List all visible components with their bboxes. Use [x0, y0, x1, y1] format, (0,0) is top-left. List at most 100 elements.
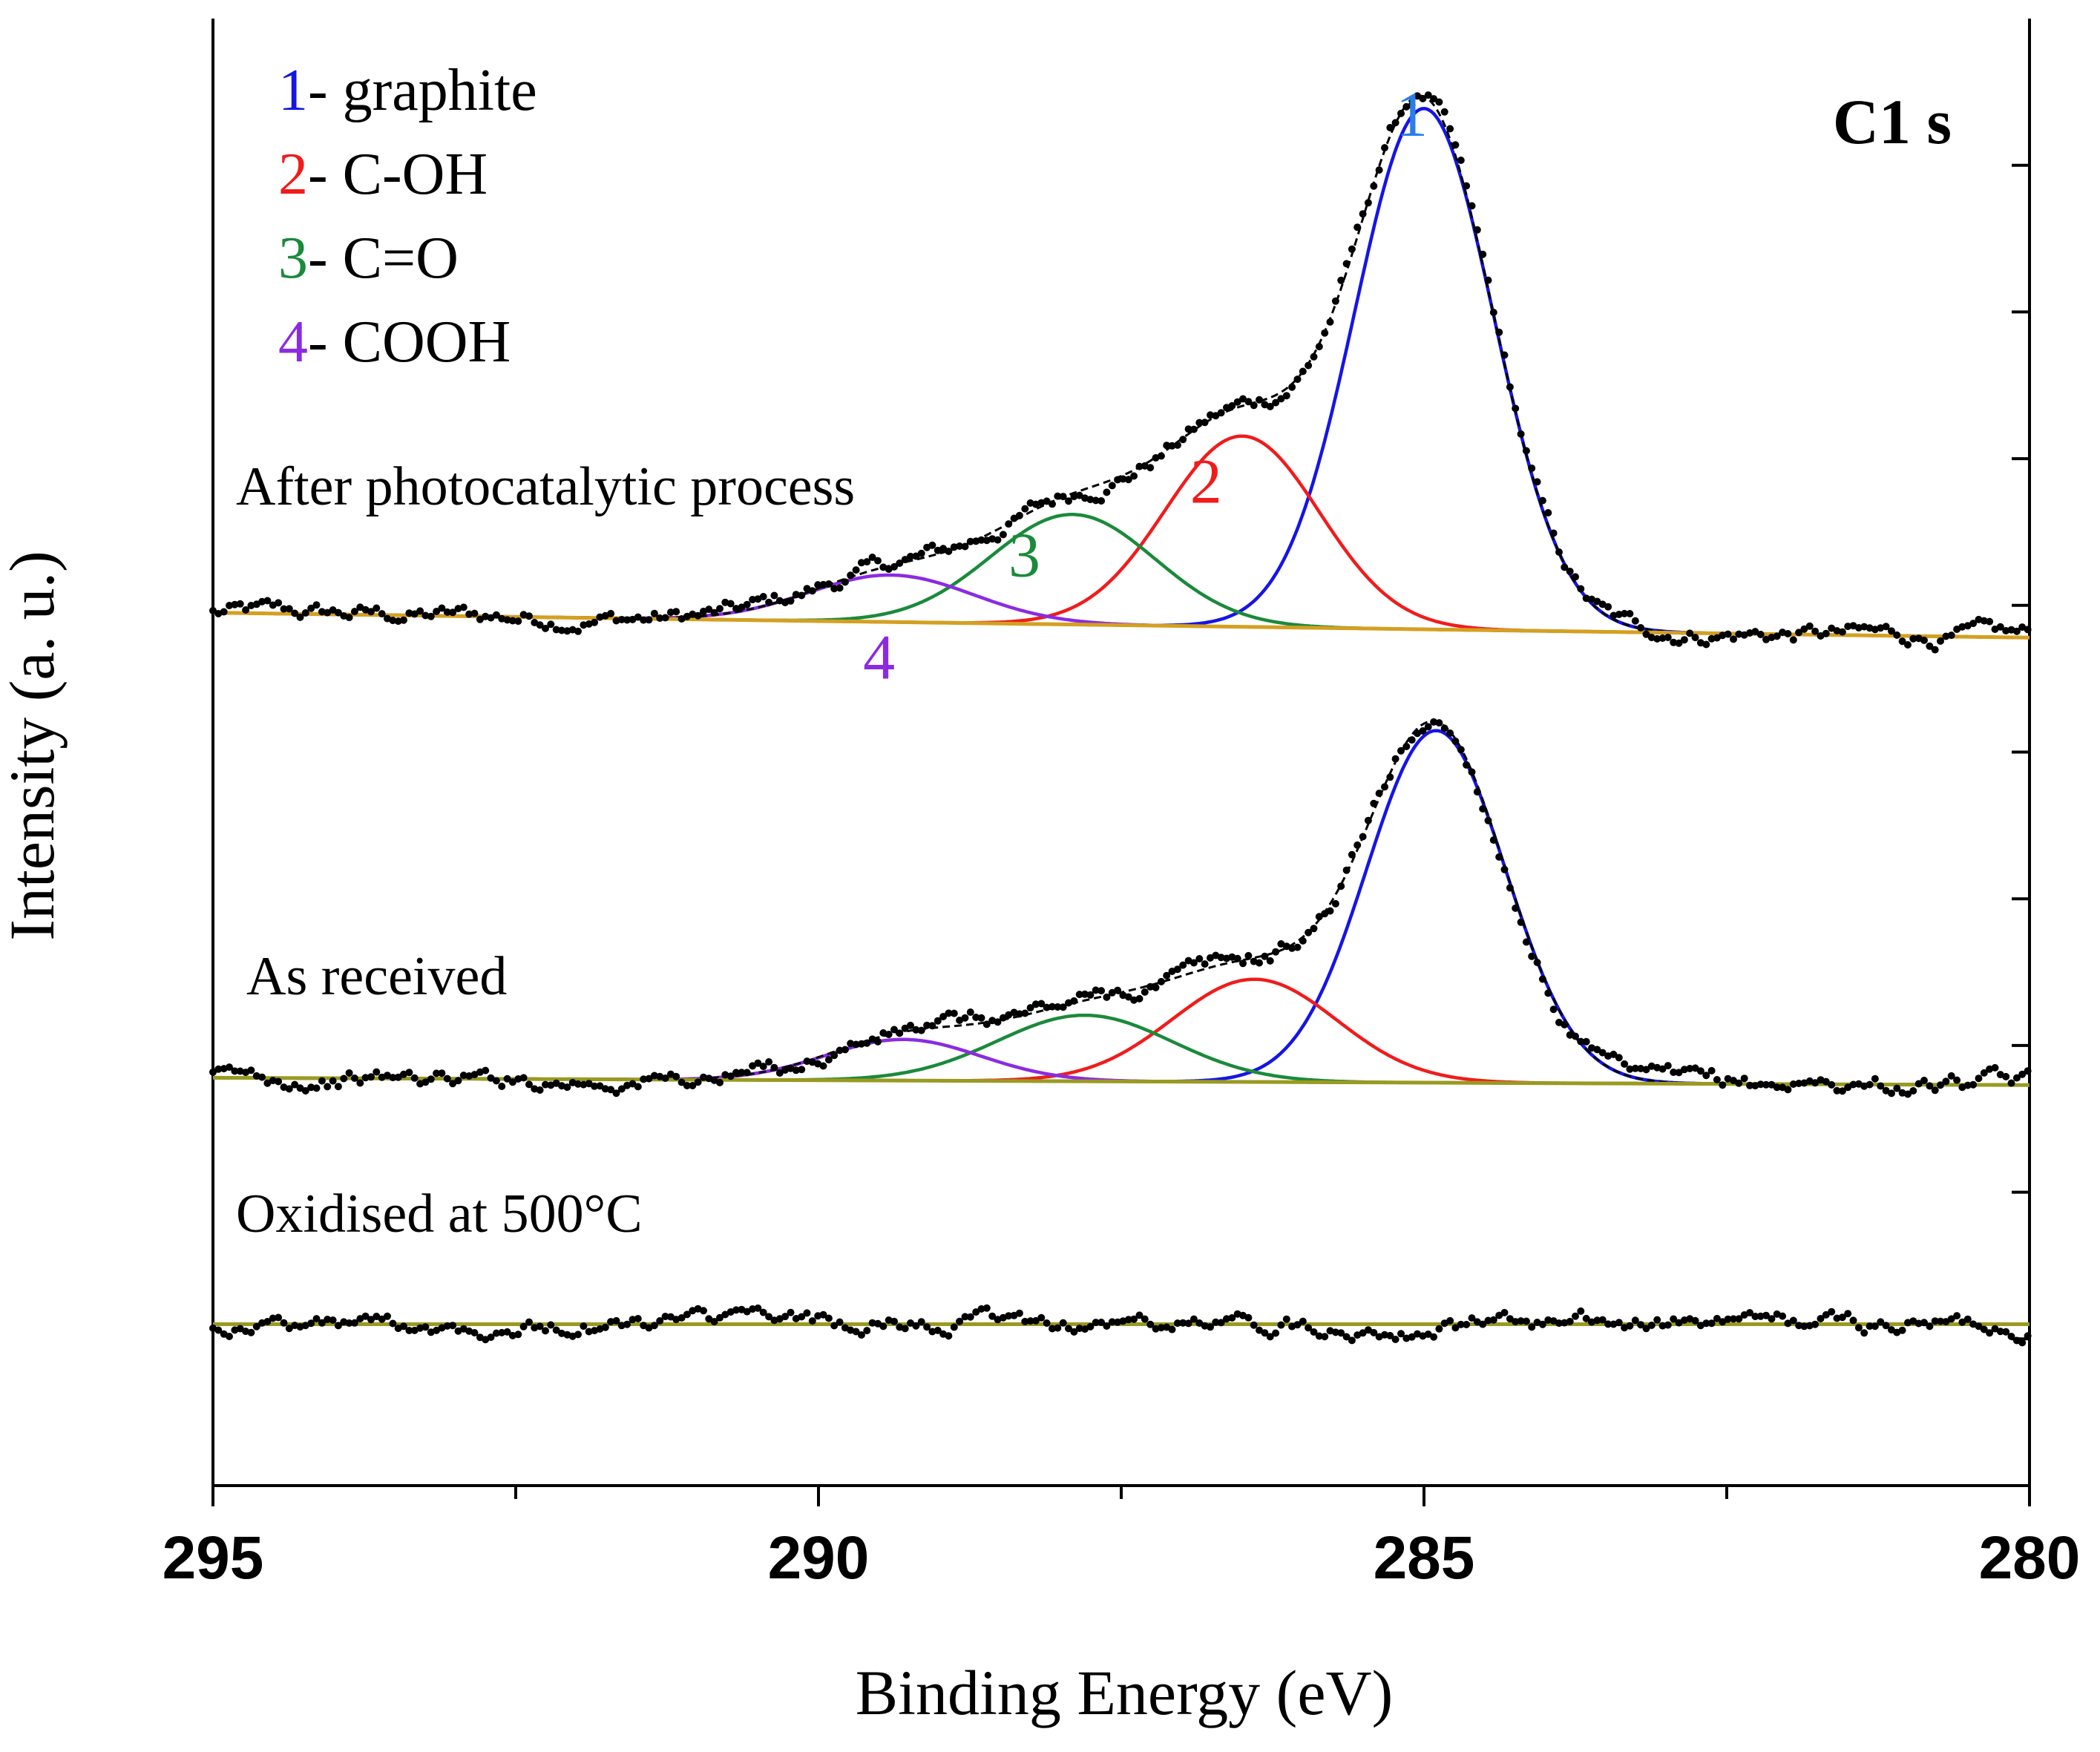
data-point [1593, 1316, 1601, 1325]
data-point [1026, 1317, 1034, 1325]
data-point [574, 1331, 582, 1339]
data-point [2018, 1339, 2027, 1347]
legend-number: 3 [278, 226, 308, 291]
data-point [1157, 452, 1165, 460]
data-point [1440, 724, 1448, 732]
data-point [1642, 630, 1650, 638]
data-point [1266, 1333, 1274, 1341]
data-point [356, 1079, 364, 1087]
data-point [1538, 1320, 1546, 1328]
data-point [645, 616, 653, 624]
data-point [1642, 1066, 1650, 1074]
data-point [1947, 631, 1955, 640]
data-point [1305, 1324, 1313, 1332]
series-as-received [209, 718, 2032, 1098]
data-point [1484, 276, 1492, 284]
data-point [1130, 472, 1138, 480]
data-point [307, 1319, 315, 1328]
data-point [1653, 634, 1661, 643]
data-point [1893, 1084, 1901, 1092]
data-point [1500, 865, 1509, 873]
data-point [1381, 783, 1388, 791]
data-point [1756, 1312, 1765, 1320]
data-point [700, 1307, 707, 1315]
data-point [1331, 899, 1339, 908]
data-point [214, 1326, 223, 1334]
data-point [988, 1312, 997, 1320]
data-point [1049, 500, 1056, 508]
data-point [617, 616, 626, 623]
data-point [1572, 573, 1579, 581]
data-point [1288, 944, 1296, 952]
data-point [1419, 94, 1427, 102]
data-point [1054, 492, 1062, 500]
data-point [301, 1087, 309, 1095]
data-point [2012, 627, 2021, 635]
data-point [1015, 511, 1023, 519]
data-point [1402, 743, 1411, 750]
data-point [345, 1319, 353, 1327]
data-point [836, 1046, 844, 1054]
data-point [1256, 1326, 1263, 1334]
data-point [787, 1308, 795, 1316]
data-point [459, 603, 467, 611]
data-point [933, 1017, 942, 1025]
data-point [907, 1021, 914, 1029]
data-point [1572, 1032, 1579, 1040]
data-point [1724, 1315, 1732, 1323]
data-point [1942, 1077, 1950, 1086]
data-point [1844, 623, 1852, 631]
data-point [247, 1066, 255, 1075]
data-point [857, 559, 865, 567]
data-point [1773, 632, 1781, 640]
data-point [1337, 276, 1345, 284]
data-point [1124, 993, 1132, 1001]
data-point [901, 1024, 909, 1032]
data-point [1555, 1319, 1563, 1328]
data-point [945, 548, 953, 555]
data-point [361, 1074, 370, 1082]
data-point [907, 552, 914, 560]
data-point [1424, 723, 1432, 731]
data-point [977, 1305, 985, 1313]
data-point [1920, 636, 1928, 644]
data-point [819, 580, 827, 588]
data-point [912, 1026, 920, 1034]
data-point [896, 1029, 904, 1037]
data-point [1015, 1309, 1023, 1317]
data-point [1135, 994, 1143, 1003]
data-point [312, 601, 321, 609]
data-point [498, 1083, 506, 1090]
legend-item-cooh: 4- COOH [278, 309, 511, 375]
data-point [1272, 1329, 1280, 1337]
data-point [1359, 210, 1367, 218]
data-point [798, 1313, 806, 1321]
data-point [1691, 634, 1699, 642]
data-point [318, 1319, 326, 1327]
data-point [1844, 1310, 1852, 1318]
data-point [1730, 635, 1737, 643]
data-point [792, 1066, 800, 1075]
data-point [1288, 383, 1296, 391]
data-point [607, 1318, 615, 1326]
data-point [1631, 1064, 1639, 1072]
data-point [1331, 297, 1339, 305]
data-point [852, 1328, 860, 1336]
data-point [1446, 125, 1454, 133]
data-point [661, 1075, 669, 1082]
data-point [1740, 1075, 1748, 1083]
data-point [1512, 904, 1520, 912]
data-point [1735, 1315, 1743, 1323]
data-point [1315, 1332, 1323, 1340]
data-point [814, 581, 822, 589]
data-point [617, 1085, 626, 1093]
data-point [1582, 1037, 1590, 1046]
data-point [1397, 109, 1405, 117]
data-point [1773, 1083, 1781, 1092]
data-point [1141, 988, 1149, 996]
data-point [1538, 496, 1546, 505]
data-point [482, 1066, 490, 1075]
data-point [1381, 144, 1388, 152]
data-point [1926, 1322, 1934, 1331]
